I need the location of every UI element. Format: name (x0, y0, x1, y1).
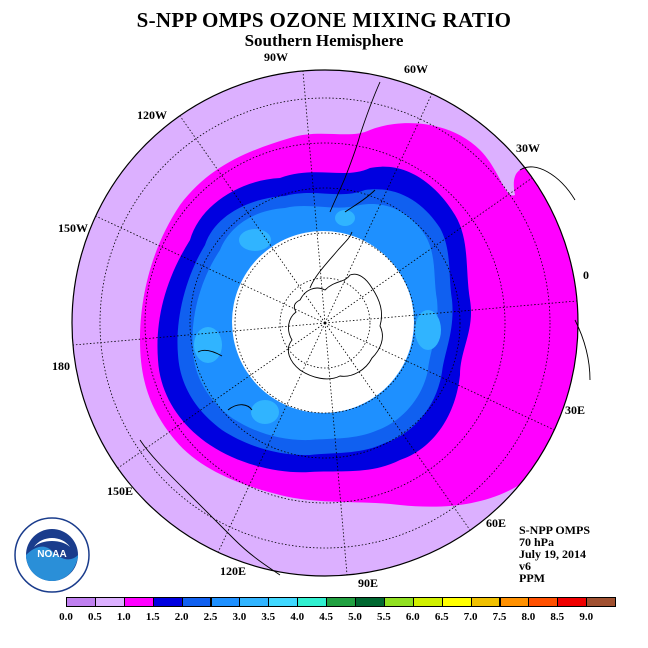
latitude-circle (189, 187, 461, 459)
colorbar-swatch (528, 597, 559, 607)
colorbar-tick-label: 5.0 (348, 611, 362, 623)
lon-label-150e: 150E (107, 484, 133, 498)
lon-label-180: 180 (52, 359, 70, 373)
colorbar-tick-label: 0.5 (88, 611, 102, 623)
lon-label-60e: 60E (486, 516, 506, 530)
colorbar-swatch (499, 597, 530, 607)
field-3p0-3p5-patch (251, 400, 279, 424)
colorbar-tick-label: 8.5 (550, 611, 565, 623)
colorbar-swatch (123, 597, 154, 607)
coastline-australia (139, 439, 281, 576)
colorbar-swatch (268, 597, 299, 607)
latitude-circle (234, 232, 416, 414)
colorbar-swatch (152, 597, 183, 607)
colorbar-tick-label: 7.0 (463, 611, 478, 623)
colorbar-swatch (470, 597, 501, 607)
colorbar-swatch (383, 597, 414, 607)
meridian-line (117, 322, 326, 469)
coastline-new-zealand (197, 349, 253, 411)
longitude-labels: 90W 60W 30W 0 30E 60E 90E 120E 150E 180 150W 120W (52, 50, 589, 590)
field-3p0-3p5-patch (239, 229, 271, 251)
latitude-circle (279, 277, 371, 369)
colorbar-swatch (557, 597, 588, 607)
meridian-line (217, 322, 326, 553)
info-date: July 19, 2014 (519, 547, 587, 561)
colorbar-swatch (297, 597, 328, 607)
lon-label-120w: 120W (137, 108, 167, 122)
meridian-line (72, 322, 326, 346)
colorbar-tick-label: 6.5 (434, 611, 449, 623)
meridian-line (324, 177, 533, 324)
meridian-line (179, 115, 326, 324)
lon-label-150w: 150W (58, 221, 88, 235)
noaa-logo-graphic: NOAA (14, 517, 90, 593)
colorbar-tick-label: 1.0 (116, 611, 131, 623)
coastlines (139, 81, 591, 576)
info-version: v6 (519, 559, 531, 573)
colorbar-swatch (66, 597, 96, 607)
colorbar-tick-label: 3.0 (232, 611, 247, 623)
info-block: S-NPP OMPS 70 hPa July 19, 2014 v6 PPM (519, 524, 590, 584)
lon-label-0: 0 (583, 268, 589, 282)
colorbar-tick-label: 7.5 (492, 611, 507, 623)
colorbar-tick-label: 8.0 (521, 611, 536, 623)
colorbar-swatch (441, 597, 472, 607)
colorbar-tick-label: 6.0 (405, 611, 420, 623)
meridian-line (324, 322, 471, 531)
meridian-line (95, 215, 326, 324)
colorbar-swatch (94, 597, 125, 607)
colorbar-tick-label: 3.5 (261, 611, 276, 623)
colorbar-swatch (210, 597, 241, 607)
noaa-logo: NOAA (14, 517, 90, 593)
colorbar-swatch (355, 597, 385, 607)
lon-label-90w: 90W (264, 50, 288, 64)
coastline-antarctica (287, 273, 383, 380)
latitude-circle (144, 142, 506, 504)
meridian-line (324, 322, 348, 576)
lon-label-30e: 30E (565, 403, 585, 417)
coastline-south-america (329, 81, 381, 213)
colorbar-tick-label: 2.5 (203, 611, 218, 623)
field-3p0-3p5-patch (194, 327, 222, 363)
latitude-circle (99, 97, 551, 549)
info-level: 70 hPa (519, 535, 555, 549)
meridian-line (324, 300, 578, 324)
info-instrument: S-NPP OMPS (519, 523, 590, 537)
meridian-line (324, 93, 433, 324)
map-boundary (71, 69, 579, 577)
field-3p0-3p5-patch (415, 310, 441, 350)
info-units: PPM (519, 571, 545, 585)
colorbar-tick-label: 2.0 (174, 611, 189, 623)
map-title: S-NPP OMPS OZONE MIXING RATIO (136, 8, 512, 32)
colorbar-tick-label: 9.0 (579, 611, 594, 623)
map-subtitle: Southern Hemisphere (244, 31, 404, 50)
colorbar-swatch (326, 597, 356, 607)
meridian-line (324, 322, 555, 431)
noaa-logo-text: NOAA (37, 549, 66, 560)
colorbar-tick-label: 4.5 (319, 611, 333, 623)
ozone-field (72, 70, 578, 576)
lon-label-120e: 120E (220, 564, 246, 578)
meridian-line (302, 70, 326, 324)
graticule (72, 70, 578, 576)
field-3p0-3p5-patch (335, 210, 355, 226)
colorbar-tick-label: 5.5 (377, 611, 391, 623)
colorbar-tick-label: 1.5 (145, 611, 160, 623)
coastline-antarctic-peninsula (309, 231, 353, 289)
colorbar-tick-label: 4.0 (290, 611, 305, 623)
colorbar-swatch (412, 597, 443, 607)
colorbar-swatch (239, 597, 270, 607)
colorbar-swatch (586, 597, 617, 607)
lon-label-60w: 60W (404, 62, 428, 76)
colorbar-swatch (181, 597, 212, 607)
lon-label-90e: 90E (358, 576, 378, 590)
polar-night-no-data (232, 231, 414, 413)
lon-label-30w: 30W (516, 141, 540, 155)
colorbar-tick-label: 0.0 (59, 611, 73, 623)
